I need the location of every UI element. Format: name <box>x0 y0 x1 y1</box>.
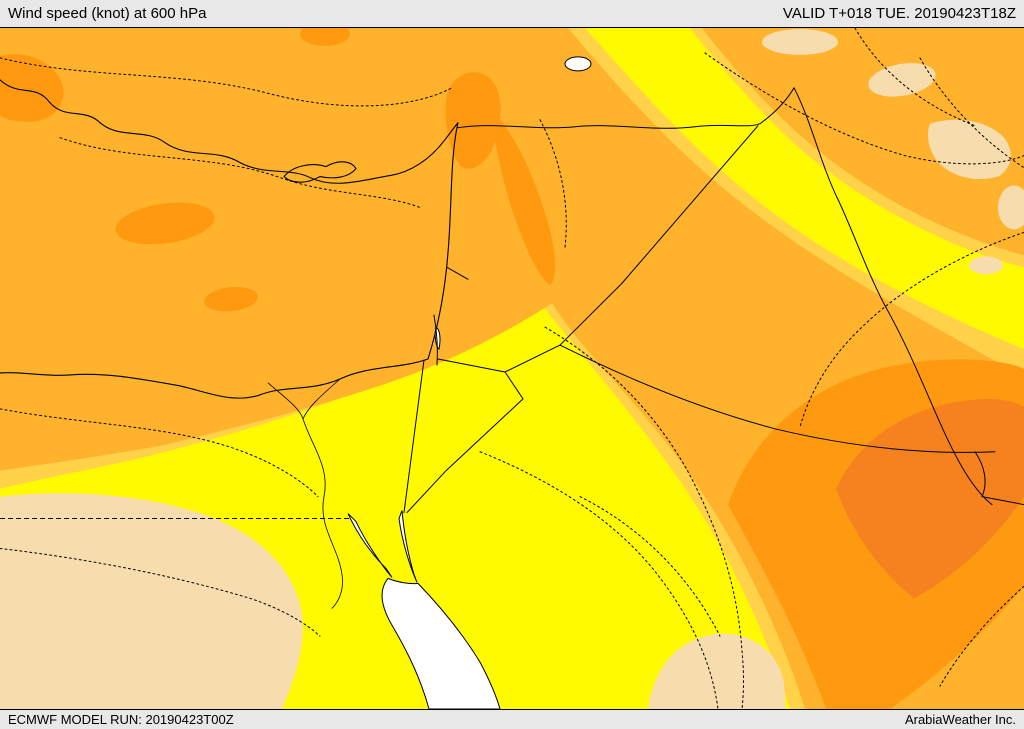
wind-band-cream-blob-3 <box>928 119 1011 180</box>
dotted-line-gulf <box>939 585 1024 687</box>
border-syria-iraq <box>621 125 759 284</box>
border-iran-iraq <box>793 87 993 506</box>
gulf-of-suez <box>347 513 393 578</box>
header-bar: Wind speed (knot) at 600 hPa VALID T+018… <box>0 0 1024 27</box>
wind-band-dark-blob-medsea <box>115 202 215 245</box>
nile-river <box>267 382 343 609</box>
gulf-of-aqaba <box>398 510 418 583</box>
dotted-line-saudi-2 <box>479 451 719 709</box>
model-run-label: ECMWF MODEL RUN: 20190423T00Z <box>8 712 234 727</box>
map-area <box>0 27 1024 710</box>
wind-band-core-jet <box>836 398 1024 599</box>
wind-band-dark-hatay <box>445 72 501 169</box>
border-kuwait <box>974 451 1024 506</box>
border-lebanon <box>446 266 469 280</box>
dotted-line-anatolia-2 <box>59 137 421 208</box>
wind-band-dark-blob-small <box>204 286 258 312</box>
wind-band-dark-streak <box>494 112 556 286</box>
wind-band-cream-blob-4 <box>998 185 1024 230</box>
nile-delta-branch <box>302 378 341 420</box>
wind-speed-map <box>0 28 1024 709</box>
red-sea <box>381 577 501 709</box>
wind-band-cream-southwest <box>0 493 303 709</box>
dotted-line-iran-1 <box>919 57 1024 169</box>
dotted-line-iran-2 <box>799 231 1024 428</box>
footer-bar: ECMWF MODEL RUN: 20190423T00Z ArabiaWeat… <box>0 710 1024 729</box>
dotted-line-egypt-1 <box>0 408 319 498</box>
valid-time-label: VALID T+018 TUE. 20190423T18Z <box>782 5 1016 22</box>
border-israel-egypt <box>403 359 425 514</box>
coastline-cyprus <box>283 161 357 183</box>
border-iraq-jordan <box>559 282 623 346</box>
border-jordan-saudi <box>406 344 561 514</box>
wind-band-dark-corner <box>0 54 64 122</box>
brand-label: ArabiaWeather Inc. <box>904 712 1016 727</box>
wind-band-dark-blob-top <box>300 28 350 46</box>
border-iraq-saudi <box>559 344 996 453</box>
wind-band-cream-blob-2 <box>868 63 936 97</box>
dotted-line-saudi-3 <box>579 496 721 637</box>
border-jordan-river <box>433 314 438 366</box>
dotted-line-syria <box>539 119 567 248</box>
wind-band-cream-blob-5 <box>969 256 1003 275</box>
lake-van <box>564 56 592 72</box>
dotted-line-topright-1 <box>704 52 1024 165</box>
dotted-line-saudi-1 <box>544 326 744 709</box>
dotted-line-topright-2 <box>854 28 976 127</box>
coastline-mediterranean <box>0 79 459 399</box>
border-syria-jordan <box>437 358 506 373</box>
border-turkey-syria <box>457 87 795 129</box>
wind-band-cream-blob-1 <box>762 28 838 55</box>
page-title: Wind speed (knot) at 600 hPa <box>8 5 207 22</box>
dotted-line-egypt-2 <box>0 547 321 637</box>
wind-band-cream-bottomcenter <box>648 633 786 709</box>
